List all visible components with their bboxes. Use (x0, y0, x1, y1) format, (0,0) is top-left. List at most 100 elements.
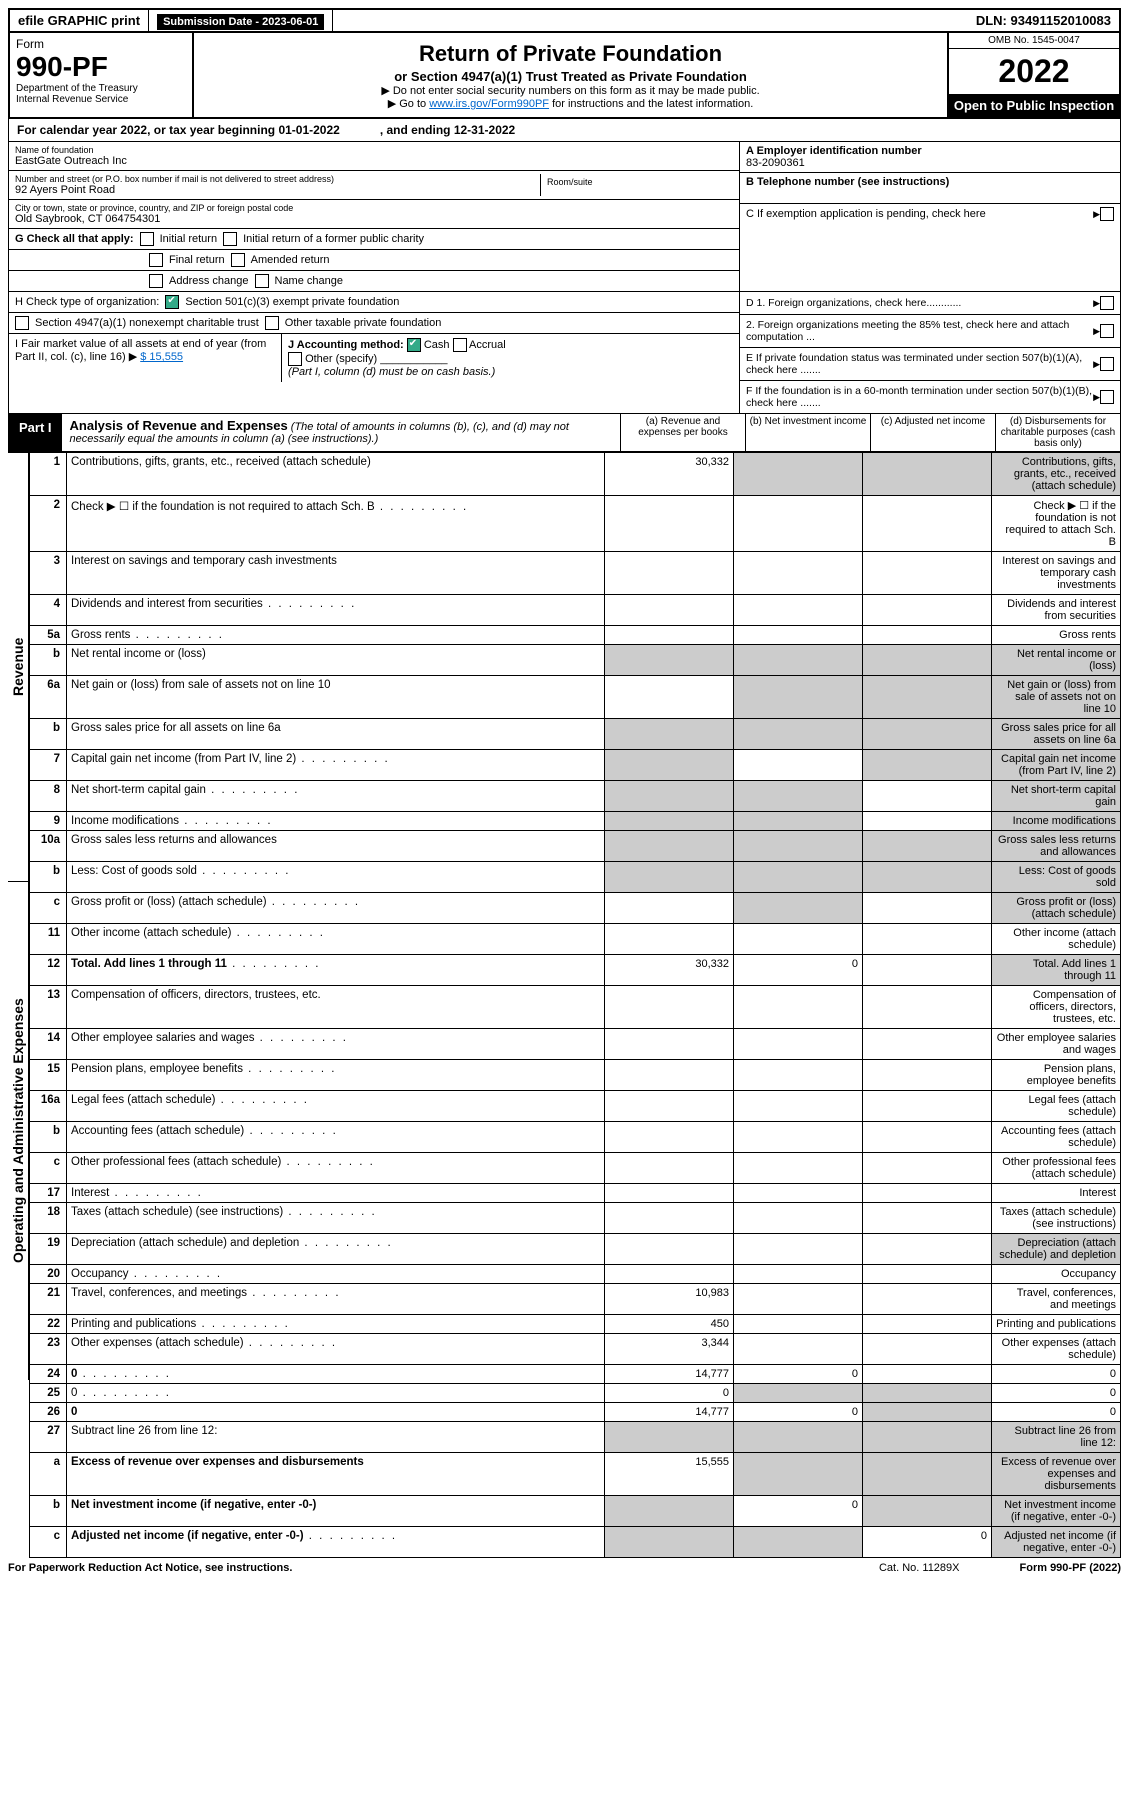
form-title: Return of Private Foundation (200, 41, 941, 67)
h-row: H Check type of organization: Section 50… (9, 292, 739, 313)
ghij-block: H Check type of organization: Section 50… (8, 292, 1121, 414)
irs-link[interactable]: www.irs.gov/Form990PF (429, 98, 549, 110)
cat-no: Cat. No. 11289X (879, 1562, 960, 1574)
page-footer: For Paperwork Reduction Act Notice, see … (8, 1558, 1121, 1578)
ein-cell: A Employer identification number 83-2090… (740, 142, 1120, 173)
city-state-zip: Old Saybrook, CT 064754301 (15, 213, 733, 225)
table-row: 20OccupancyOccupancy (30, 1265, 1121, 1284)
table-row: 11Other income (attach schedule)Other in… (30, 924, 1121, 955)
checkbox-d2[interactable] (1100, 324, 1114, 338)
checkbox-final-return[interactable] (149, 253, 163, 267)
checkbox-d1[interactable] (1100, 296, 1114, 310)
table-row: aExcess of revenue over expenses and dis… (30, 1453, 1121, 1496)
street-address: 92 Ayers Point Road (15, 184, 540, 196)
table-row: 4Dividends and interest from securitiesD… (30, 595, 1121, 626)
h-row2: Section 4947(a)(1) nonexempt charitable … (9, 313, 739, 333)
form-subtitle: or Section 4947(a)(1) Trust Treated as P… (200, 69, 941, 84)
checkbox-address-change[interactable] (149, 274, 163, 288)
room-suite: Room/suite (541, 174, 733, 196)
top-bar: efile GRAPHIC print Submission Date - 20… (8, 8, 1121, 33)
table-row: 21Travel, conferences, and meetings10,98… (30, 1284, 1121, 1315)
table-row: 13Compensation of officers, directors, t… (30, 986, 1121, 1029)
form-ref: Form 990-PF (2022) (1020, 1562, 1122, 1574)
part1-header: Part I Analysis of Revenue and Expenses … (8, 414, 1121, 452)
table-row: 10aGross sales less returns and allowanc… (30, 831, 1121, 862)
table-row: 2Check ▶ ☐ if the foundation is not requ… (30, 496, 1121, 552)
goto-link-line: ▶ Go to www.irs.gov/Form990PF for instru… (200, 97, 941, 110)
submission-date: Submission Date - 2023-06-01 (149, 10, 333, 31)
expenses-side-label: Operating and Administrative Expenses (8, 881, 29, 1380)
e-row: E If private foundation status was termi… (740, 348, 1120, 381)
table-row: bLess: Cost of goods soldLess: Cost of g… (30, 862, 1121, 893)
table-row: 6aNet gain or (loss) from sale of assets… (30, 676, 1121, 719)
g-row2: Final return Amended return (9, 250, 739, 271)
part1-title: Analysis of Revenue and Expenses (The to… (62, 414, 620, 451)
checkbox-f[interactable] (1100, 390, 1114, 404)
table-row: cAdjusted net income (if negative, enter… (30, 1527, 1121, 1558)
part1-label: Part I (9, 414, 62, 451)
phone-cell: B Telephone number (see instructions) (740, 173, 1120, 204)
revenue-side-label: Revenue (8, 452, 29, 881)
checkbox-other-method[interactable] (288, 352, 302, 366)
checkbox-e[interactable] (1100, 357, 1114, 371)
table-row: 19Depreciation (attach schedule) and dep… (30, 1234, 1121, 1265)
table-row: 15Pension plans, employee benefitsPensio… (30, 1060, 1121, 1091)
form-number-block: Form 990-PF Department of the Treasury I… (10, 33, 194, 117)
efile-label: efile GRAPHIC print (10, 10, 149, 31)
form-title-block: Return of Private Foundation or Section … (194, 33, 947, 117)
d2-row: 2. Foreign organizations meeting the 85%… (740, 315, 1120, 348)
table-row: 8Net short-term capital gainNet short-te… (30, 781, 1121, 812)
dept-treasury: Department of the Treasury (16, 83, 186, 94)
form-990pf: 990-PF (16, 51, 186, 83)
table-row: 26014,77700 (30, 1403, 1121, 1422)
table-row: 9Income modificationsIncome modification… (30, 812, 1121, 831)
col-b-hdr: (b) Net investment income (745, 414, 870, 451)
table-row: 12Total. Add lines 1 through 1130,3320To… (30, 955, 1121, 986)
i-fmv: I Fair market value of all assets at end… (9, 334, 282, 382)
checkbox-amended[interactable] (231, 253, 245, 267)
form-word: Form (16, 37, 186, 51)
foundation-name: EastGate Outreach Inc (15, 155, 733, 167)
address-cell: Number and street (or P.O. box number if… (9, 171, 739, 200)
calendar-year-line: For calendar year 2022, or tax year begi… (8, 119, 1121, 142)
table-row: cOther professional fees (attach schedul… (30, 1153, 1121, 1184)
table-row: 22Printing and publications450Printing a… (30, 1315, 1121, 1334)
ij-row: I Fair market value of all assets at end… (9, 333, 739, 382)
entity-info: Name of foundation EastGate Outreach Inc… (8, 142, 1121, 292)
table-row: bNet investment income (if negative, ent… (30, 1496, 1121, 1527)
c-pending: C If exemption application is pending, c… (740, 204, 1120, 224)
checkbox-pending[interactable] (1100, 207, 1114, 221)
table-row: 5aGross rentsGross rents (30, 626, 1121, 645)
checkbox-4947a1[interactable] (15, 316, 29, 330)
fmv-value[interactable]: $ 15,555 (140, 351, 183, 363)
d1-row: D 1. Foreign organizations, check here..… (740, 292, 1120, 315)
form-header: Form 990-PF Department of the Treasury I… (8, 33, 1121, 119)
checkbox-other-taxable[interactable] (265, 316, 279, 330)
checkbox-accrual[interactable] (453, 338, 467, 352)
foundation-name-cell: Name of foundation EastGate Outreach Inc (9, 142, 739, 171)
dln: DLN: 93491152010083 (968, 10, 1119, 31)
f-row: F If the foundation is in a 60-month ter… (740, 381, 1120, 413)
checkbox-501c3[interactable] (165, 295, 179, 309)
table-row: 7Capital gain net income (from Part IV, … (30, 750, 1121, 781)
part1-grid: Revenue Operating and Administrative Exp… (8, 452, 1121, 1558)
checkbox-initial-former[interactable] (223, 232, 237, 246)
year-block: OMB No. 1545-0047 2022 Open to Public In… (947, 33, 1119, 117)
tax-year: 2022 (949, 49, 1119, 94)
table-row: 14Other employee salaries and wagesOther… (30, 1029, 1121, 1060)
dept-irs: Internal Revenue Service (16, 94, 186, 105)
table-row: 27Subtract line 26 from line 12:Subtract… (30, 1422, 1121, 1453)
table-row: 1Contributions, gifts, grants, etc., rec… (30, 453, 1121, 496)
j-accounting: J Accounting method: Cash Accrual Other … (282, 334, 512, 382)
table-row: bAccounting fees (attach schedule)Accoun… (30, 1122, 1121, 1153)
table-row: 18Taxes (attach schedule) (see instructi… (30, 1203, 1121, 1234)
open-to-public: Open to Public Inspection (949, 94, 1119, 117)
checkbox-cash[interactable] (407, 338, 421, 352)
col-d-hdr: (d) Disbursements for charitable purpose… (995, 414, 1120, 451)
table-row: bGross sales price for all assets on lin… (30, 719, 1121, 750)
ssn-warning: ▶ Do not enter social security numbers o… (200, 84, 941, 97)
checkbox-initial-return[interactable] (140, 232, 154, 246)
checkbox-name-change[interactable] (255, 274, 269, 288)
table-row: bNet rental income or (loss)Net rental i… (30, 645, 1121, 676)
table-row: 23Other expenses (attach schedule)3,344O… (30, 1334, 1121, 1365)
